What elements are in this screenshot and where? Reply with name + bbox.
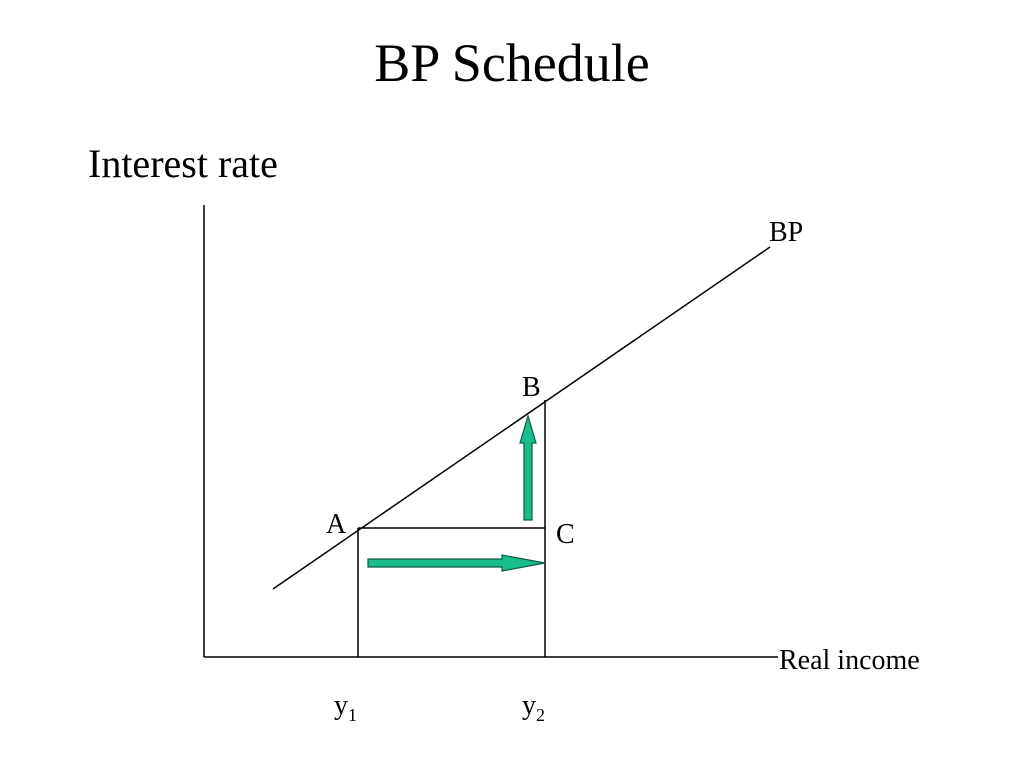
- y1-tick-label: y1: [334, 690, 357, 725]
- point-a-label: A: [326, 509, 347, 540]
- interest-increase-arrow: [519, 413, 537, 521]
- slide-title: BP Schedule: [374, 33, 650, 93]
- y2-tick-subscript: 2: [536, 705, 545, 725]
- point-b-label: B: [522, 372, 541, 403]
- x-axis-label: Real income: [779, 645, 920, 676]
- y-axis-label: Interest rate: [88, 141, 278, 186]
- bp-curve-label: BP: [769, 217, 803, 248]
- income-increase-arrow: [367, 554, 546, 572]
- y2-tick-base: y: [522, 690, 536, 721]
- y1-tick-subscript: 1: [348, 705, 357, 725]
- point-c-label: C: [556, 519, 575, 550]
- y1-tick-base: y: [334, 690, 348, 721]
- y2-tick-label: y2: [522, 690, 545, 725]
- bp-curve: [272, 246, 771, 590]
